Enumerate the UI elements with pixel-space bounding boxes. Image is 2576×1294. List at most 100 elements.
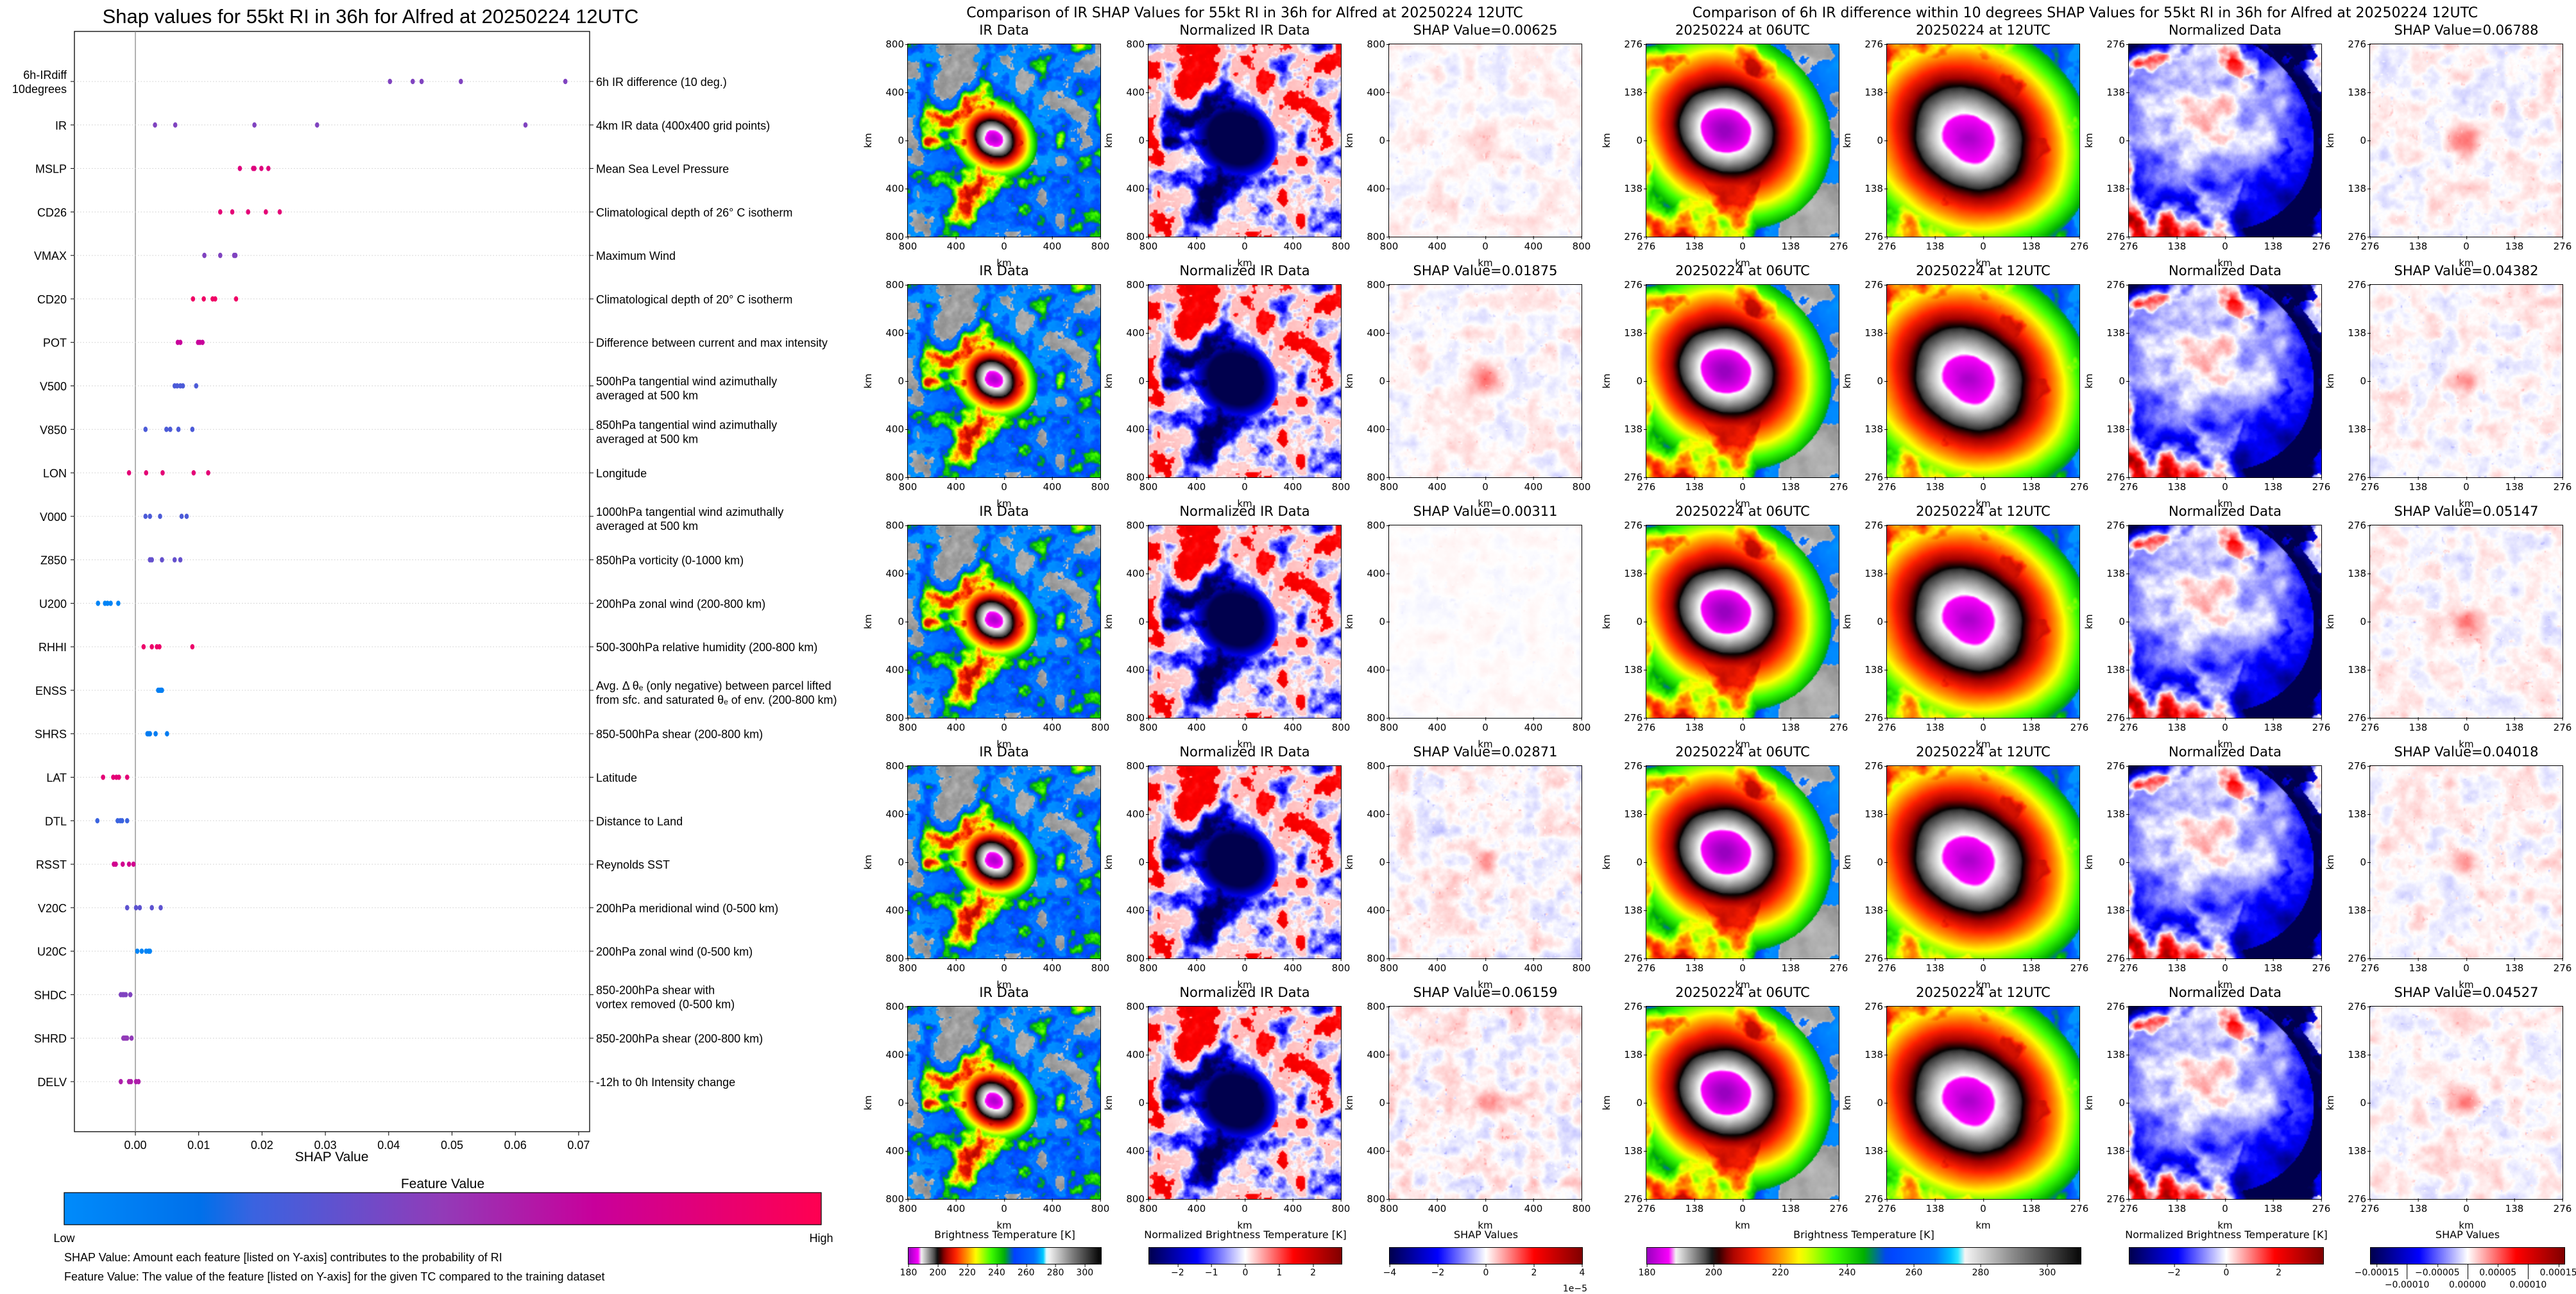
y-tick-label: 138 — [2106, 327, 2129, 339]
shap-point — [252, 166, 257, 171]
shap-point — [143, 427, 148, 432]
feature-description-label: Climatological depth of 20° C isotherm — [596, 293, 792, 306]
colorbar-tick-label: 0.00010 — [2509, 1264, 2547, 1290]
x-tick-label: 800 — [1331, 717, 1351, 733]
x-tick-label: 0 — [1241, 1198, 1248, 1214]
x-tick-label: 0 — [1739, 1198, 1746, 1214]
diff_comparison-panel: 20250224 at 12UTC 276 276 138 138 0 0 138 138 276… — [1841, 985, 2088, 1231]
x-tick-label: 800 — [1139, 717, 1158, 733]
y-tick-label: 400 — [885, 808, 908, 820]
x-tick-label: 400 — [1187, 477, 1206, 493]
x-tick-label: 0.03 — [314, 1139, 337, 1152]
shap-point — [120, 861, 125, 867]
colorbar-tick-label: −2 — [1431, 1264, 1445, 1278]
x-tick-label: 800 — [1139, 958, 1158, 974]
y-tick-label: 400 — [885, 327, 908, 339]
shap-point — [172, 557, 177, 563]
y-tick-label: 400 — [1126, 423, 1149, 435]
y-tick-label: 400 — [1367, 327, 1390, 339]
shap-point — [124, 905, 130, 911]
x-tick-label: 138 — [2167, 477, 2187, 493]
feature-row: V000 1000hPa tangential wind azimuthally a… — [40, 506, 783, 532]
x-tick-label: 276 — [2312, 236, 2331, 252]
y-tick-label: 400 — [1126, 808, 1149, 820]
feature-code-label: CD26 — [37, 206, 67, 219]
shap-point — [523, 122, 528, 128]
x-axis-label: km — [1478, 257, 1493, 269]
x-tick-label: 800 — [1091, 236, 1110, 252]
feature-row: DELV -12h to 0h Intensity change — [37, 1076, 735, 1089]
colorbar-tick-label: 2 — [1531, 1264, 1537, 1278]
x-tick-label: 276 — [1829, 1198, 1848, 1214]
x-tick-label: 800 — [1331, 1198, 1351, 1214]
x-tick-label: 0 — [1001, 236, 1007, 252]
y-tick-label: 800 — [1367, 1001, 1390, 1012]
x-tick-label: 276 — [1829, 717, 1848, 733]
explanation-note: SHAP Value: Amount each feature [listed … — [64, 1251, 502, 1264]
diff_comparison-panel: Normalized Data 276 276 138 138 0 0 138 138 276 27… — [2083, 22, 2330, 269]
x-tick-label: 800 — [1139, 236, 1158, 252]
y-tick-label: 400 — [1367, 183, 1390, 194]
panel-title: SHAP Value=0.04018 — [2394, 744, 2539, 760]
colorbar-tick-label: 240 — [988, 1264, 1005, 1278]
feature-row: DTL Distance to Land — [45, 815, 683, 828]
feature-description-label: 850hPa vorticity (0-1000 km) — [596, 554, 744, 567]
y-tick-label: 0 — [1379, 616, 1390, 627]
x-axis-label: km — [1975, 498, 1991, 509]
x-axis-label: km — [1237, 979, 1252, 991]
x-tick-label: 400 — [1428, 717, 1447, 733]
panel-title: 20250224 at 12UTC — [1916, 22, 2051, 38]
x-tick-label: 276 — [2553, 1198, 2572, 1214]
y-tick-label: 276 — [2348, 1001, 2371, 1012]
x-tick-label: 0 — [2222, 958, 2228, 974]
y-tick-label: 800 — [1367, 520, 1390, 531]
diff_comparison-panel: SHAP Value=0.06788 276 276 138 138 0 0 138 138 27… — [2324, 22, 2572, 269]
x-tick-label: 800 — [1091, 477, 1110, 493]
feature-code-label: DTL — [45, 815, 67, 828]
feature-row: MSLP Mean Sea Level Pressure — [35, 163, 729, 176]
diff_comparison-panel: 20250224 at 12UTC 276 276 138 138 0 0 138 138 276… — [1841, 22, 2088, 269]
y-tick-label: 276 — [2106, 38, 2129, 50]
x-tick-label: 400 — [1524, 958, 1543, 974]
shap-point — [167, 427, 173, 432]
feature-code-label: V850 — [40, 423, 67, 436]
y-tick-label: 800 — [885, 231, 908, 243]
x-tick-label: 800 — [1379, 236, 1399, 252]
x-tick-label: 138 — [1781, 236, 1800, 252]
diff_comparison-panel: SHAP Value=0.05147 276 276 138 138 0 0 138 138 27… — [2324, 504, 2572, 750]
shap-point — [179, 513, 184, 520]
y-tick-label: 400 — [885, 905, 908, 916]
y-tick-label: 276 — [2348, 38, 2371, 50]
y-tick-label: 800 — [1126, 1001, 1149, 1012]
y-tick-label: 800 — [885, 279, 908, 291]
shap-point — [124, 774, 130, 780]
feature-description-label: Avg. Δ θₑ (only negative) between parcel… — [596, 679, 832, 692]
feature-row: Z850 850hPa vorticity (0-1000 km) — [40, 554, 744, 567]
y-axis-label: km — [1103, 1095, 1114, 1111]
y-tick-label: 0 — [1877, 1097, 1888, 1109]
colorbar-tick-label: 0 — [1242, 1264, 1249, 1278]
x-tick-label: 138 — [2409, 1198, 2428, 1214]
feature-row: SHDC 850-200hPa shear with vortex removed … — [34, 983, 735, 1010]
x-axis-label: km — [1975, 1220, 1991, 1231]
panel-title: Normalized Data — [2169, 744, 2282, 760]
y-axis-label: km — [1103, 133, 1114, 148]
feature-description-label: Climatological depth of 26° C isotherm — [596, 206, 792, 219]
feature-description-label: 1000hPa tangential wind azimuthally — [596, 506, 783, 518]
ir_comparison-panel: Normalized IR Data 800 800 400 400 0 0 400 400 80… — [1103, 504, 1350, 750]
y-tick-label: 800 — [1126, 38, 1149, 50]
panel-title: Normalized Data — [2169, 263, 2282, 278]
y-tick-label: 138 — [1624, 1145, 1647, 1157]
shap-point — [148, 731, 153, 736]
x-axis-label: km — [1478, 738, 1493, 750]
plot-title: Shap values for 55kt RI in 36h for Alfre… — [103, 5, 639, 28]
feature-description-label: 4km IR data (400x400 grid points) — [596, 119, 770, 132]
x-tick-label: 400 — [1187, 1198, 1206, 1214]
ir_comparison-panel: IR Data 800 800 400 400 0 0 400 400 800 800 km km — [862, 985, 1109, 1231]
shap-point — [234, 296, 239, 302]
feature-row: LON Longitude — [43, 467, 647, 480]
shap-point — [158, 905, 163, 911]
y-tick-label: 800 — [1367, 279, 1390, 291]
shap-point — [173, 122, 178, 128]
shap-point — [175, 383, 180, 389]
